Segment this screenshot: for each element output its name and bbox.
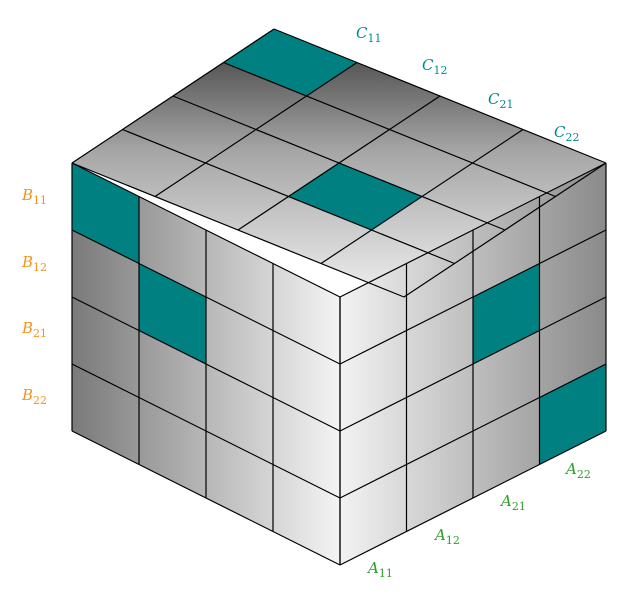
top-grid-line-u-4 [403,162,607,298]
label-a11: A11 [366,559,393,580]
top-face-cell-0-2 [389,96,523,163]
top-face-cell-3-1 [155,163,289,230]
top-face-cell-3-0 [72,129,206,197]
b-labels: B11 B12 B21 B22 [21,186,47,407]
c-labels: C11 C12 C21 C22 [356,24,579,144]
label-c21: C21 [488,90,513,111]
top-face-cell-3-2 [238,196,372,264]
right-grid-line-v-3 [339,363,607,499]
top-grid-line-v-2 [172,95,506,231]
label-b22: B22 [21,386,47,407]
left-grid-line-v-4 [71,430,341,566]
label-b12: B12 [21,253,47,274]
top-face-cell-2-0 [122,96,256,163]
label-a21: A21 [499,492,526,513]
top-face-cell-2-2 [288,163,422,230]
top-grid-line-u-3 [320,129,524,264]
top-face-cell-0-1 [306,62,440,130]
top-face-cell-1-1 [256,96,390,163]
cube-top-face [72,29,606,297]
label-c12: C12 [422,56,447,77]
top-grid-line-v-4 [71,162,405,298]
label-b21: B21 [21,319,47,340]
cube-grid-lines [71,28,607,566]
label-b11: B11 [21,186,47,207]
label-c22: C22 [554,123,579,144]
left-grid-line-v-2 [71,296,341,432]
a-labels: A11 A12 A21 A22 [366,460,591,580]
top-face-cell-0-0 [223,29,357,96]
top-face-cell-1-0 [173,62,307,130]
right-grid-line-v-2 [339,296,607,432]
top-face-cell-1-2 [339,129,473,197]
label-a12: A12 [433,526,460,547]
right-grid-line-v-4 [339,430,607,566]
label-c11: C11 [356,24,381,45]
left-grid-line-v-3 [71,363,341,499]
top-face-cell-2-1 [205,129,339,197]
top-grid-line-v-3 [122,128,455,265]
label-a22: A22 [564,460,591,481]
